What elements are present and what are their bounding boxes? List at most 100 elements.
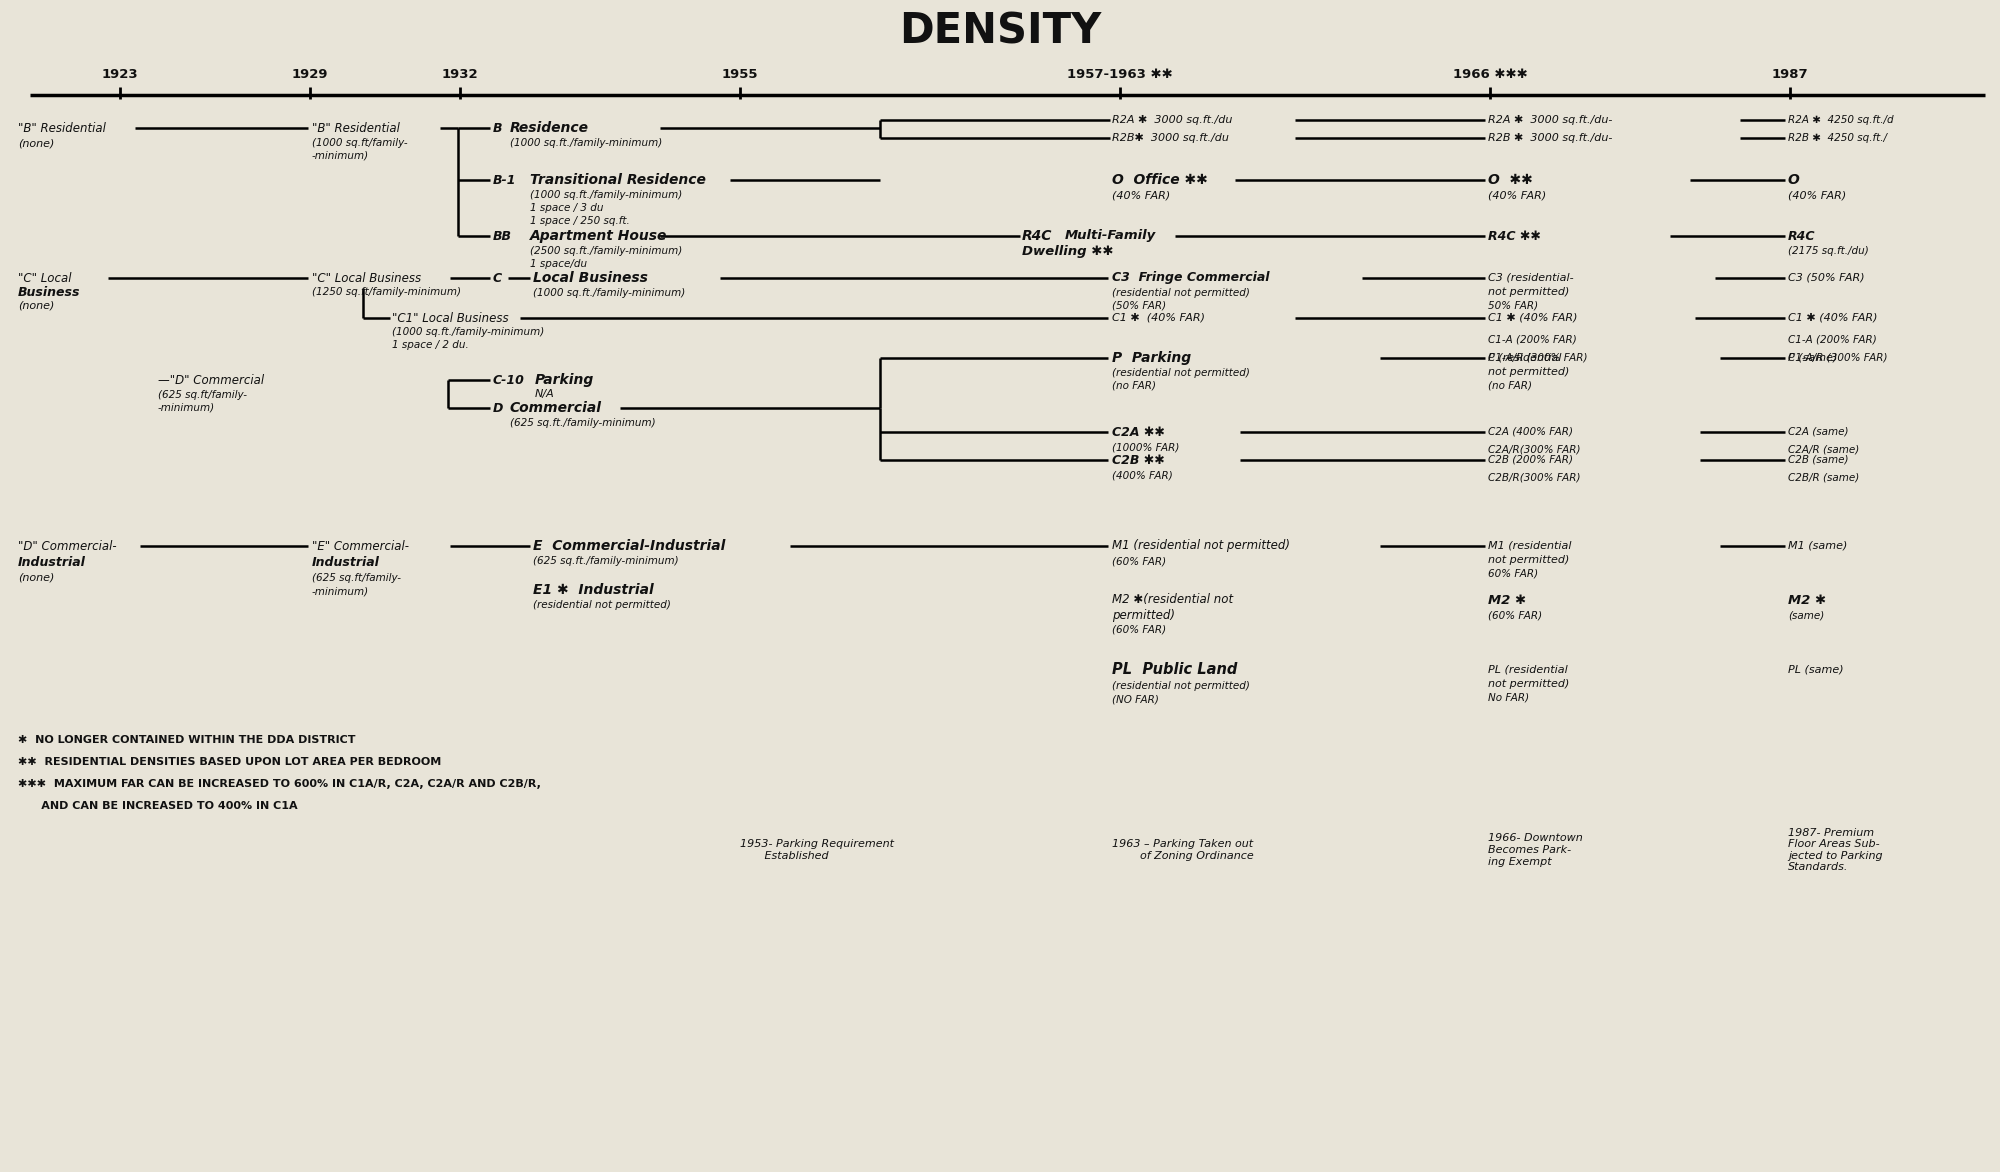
Text: DENSITY: DENSITY <box>898 11 1102 53</box>
Text: R4C ✱✱: R4C ✱✱ <box>1488 230 1540 243</box>
Text: PL  Public Land: PL Public Land <box>1112 662 1238 677</box>
Text: Commercial: Commercial <box>510 401 602 415</box>
Text: C2A/R(300% FAR): C2A/R(300% FAR) <box>1488 445 1580 455</box>
Text: -minimum): -minimum) <box>158 403 216 413</box>
Text: 1957-1963 ✱✱: 1957-1963 ✱✱ <box>1068 68 1172 81</box>
Text: Residence: Residence <box>510 121 588 135</box>
Text: not permitted): not permitted) <box>1488 287 1570 297</box>
Text: "C1" Local Business: "C1" Local Business <box>392 312 508 325</box>
Text: (no FAR): (no FAR) <box>1488 380 1532 390</box>
Text: N/A: N/A <box>536 389 554 398</box>
Text: 60% FAR): 60% FAR) <box>1488 568 1538 579</box>
Text: C1-A/R (300% FAR): C1-A/R (300% FAR) <box>1788 353 1888 363</box>
Text: (60% FAR): (60% FAR) <box>1112 625 1166 635</box>
Text: (2175 sq.ft./du): (2175 sq.ft./du) <box>1788 246 1868 255</box>
Text: R4C: R4C <box>1788 230 1816 243</box>
Text: -minimum): -minimum) <box>312 150 370 161</box>
Text: B: B <box>492 122 502 135</box>
Text: 1987: 1987 <box>1772 68 1808 81</box>
Text: P (residential: P (residential <box>1488 353 1562 363</box>
Text: 1 space / 250 sq.ft.: 1 space / 250 sq.ft. <box>530 216 630 226</box>
Text: (40% FAR): (40% FAR) <box>1488 190 1546 200</box>
Text: (NO FAR): (NO FAR) <box>1112 695 1158 706</box>
Text: -minimum): -minimum) <box>312 587 370 597</box>
Text: M1 (same): M1 (same) <box>1788 541 1848 551</box>
Text: 1963 – Parking Taken out
        of Zoning Ordinance: 1963 – Parking Taken out of Zoning Ordin… <box>1112 839 1254 860</box>
Text: C1 ✱  (40% FAR): C1 ✱ (40% FAR) <box>1112 313 1204 323</box>
Text: PL (same): PL (same) <box>1788 665 1844 675</box>
Text: C1 ✱ (40% FAR): C1 ✱ (40% FAR) <box>1788 313 1878 323</box>
Text: (1250 sq.ft/family-minimum): (1250 sq.ft/family-minimum) <box>312 287 460 297</box>
Text: O  Office ✱✱: O Office ✱✱ <box>1112 173 1208 188</box>
Text: No FAR): No FAR) <box>1488 693 1530 703</box>
Text: 1 space / 2 du.: 1 space / 2 du. <box>392 340 468 350</box>
Text: Apartment House: Apartment House <box>530 229 668 243</box>
Text: (50% FAR): (50% FAR) <box>1112 301 1166 311</box>
Text: C2B ✱✱: C2B ✱✱ <box>1112 454 1164 466</box>
Text: permitted): permitted) <box>1112 608 1176 621</box>
Text: (none): (none) <box>18 301 54 311</box>
Text: O  ✱✱: O ✱✱ <box>1488 173 1532 188</box>
Text: "D" Commercial-: "D" Commercial- <box>18 539 116 552</box>
Text: (residential not permitted): (residential not permitted) <box>1112 368 1250 379</box>
Text: M1 (residential not permitted): M1 (residential not permitted) <box>1112 539 1290 552</box>
Text: (1000 sq.ft./family-minimum): (1000 sq.ft./family-minimum) <box>532 288 686 298</box>
Text: (625 sq.ft./family-minimum): (625 sq.ft./family-minimum) <box>510 418 656 428</box>
Text: R4C: R4C <box>1022 229 1052 243</box>
Text: C2A/R (same): C2A/R (same) <box>1788 445 1860 455</box>
Text: C2B/R(300% FAR): C2B/R(300% FAR) <box>1488 473 1580 483</box>
Text: "C" Local: "C" Local <box>18 272 72 285</box>
Text: "B" Residential: "B" Residential <box>312 122 400 135</box>
Text: Multi-Family: Multi-Family <box>1064 230 1156 243</box>
Text: C1-A (200% FAR): C1-A (200% FAR) <box>1488 335 1576 345</box>
Text: (residential not permitted): (residential not permitted) <box>532 600 670 609</box>
Text: 1923: 1923 <box>102 68 138 81</box>
Text: P (same): P (same) <box>1788 353 1838 363</box>
Text: 1953- Parking Requirement
       Established: 1953- Parking Requirement Established <box>740 839 894 860</box>
Text: not permitted): not permitted) <box>1488 556 1570 565</box>
Text: ✱  NO LONGER CONTAINED WITHIN THE DDA DISTRICT: ✱ NO LONGER CONTAINED WITHIN THE DDA DIS… <box>18 735 356 745</box>
Text: D: D <box>492 402 504 415</box>
Text: B-1: B-1 <box>492 173 516 186</box>
Text: Industrial: Industrial <box>312 556 380 568</box>
Text: (60% FAR): (60% FAR) <box>1488 609 1542 620</box>
Text: C3 (50% FAR): C3 (50% FAR) <box>1788 273 1864 282</box>
Text: R2B ✱  4250 sq.ft./: R2B ✱ 4250 sq.ft./ <box>1788 132 1888 143</box>
Text: R2A ✱  3000 sq.ft./du: R2A ✱ 3000 sq.ft./du <box>1112 115 1232 125</box>
Text: P  Parking: P Parking <box>1112 350 1192 364</box>
Text: C2A (same): C2A (same) <box>1788 427 1848 437</box>
Text: Local Business: Local Business <box>532 271 648 285</box>
Text: ✱✱  RESIDENTIAL DENSITIES BASED UPON LOT AREA PER BEDROOM: ✱✱ RESIDENTIAL DENSITIES BASED UPON LOT … <box>18 757 442 766</box>
Text: 50% FAR): 50% FAR) <box>1488 300 1538 311</box>
Text: M2 ✱(residential not: M2 ✱(residential not <box>1112 593 1234 606</box>
Text: (same): (same) <box>1788 609 1824 620</box>
Text: C: C <box>492 272 502 285</box>
Text: 1932: 1932 <box>442 68 478 81</box>
Text: 1987- Premium
Floor Areas Sub-
jected to Parking
Standards.: 1987- Premium Floor Areas Sub- jected to… <box>1788 827 1882 872</box>
Text: "B" Residential: "B" Residential <box>18 122 106 135</box>
Text: 1 space/du: 1 space/du <box>530 259 588 270</box>
Text: R2B ✱  3000 sq.ft./du-: R2B ✱ 3000 sq.ft./du- <box>1488 132 1612 143</box>
Text: Parking: Parking <box>536 373 594 387</box>
Text: (60% FAR): (60% FAR) <box>1112 556 1166 566</box>
Text: Industrial: Industrial <box>18 556 86 568</box>
Text: (625 sq.ft/family-: (625 sq.ft/family- <box>312 573 400 582</box>
Text: (1000 sq.ft./family-minimum): (1000 sq.ft./family-minimum) <box>392 327 544 338</box>
Text: M1 (residential: M1 (residential <box>1488 541 1572 551</box>
Text: (1000 sq.ft/family-: (1000 sq.ft/family- <box>312 138 408 148</box>
Text: 1955: 1955 <box>722 68 758 81</box>
Text: M2 ✱: M2 ✱ <box>1488 593 1526 606</box>
Text: C2B (same): C2B (same) <box>1788 455 1848 465</box>
Text: (residential not permitted): (residential not permitted) <box>1112 681 1250 691</box>
Text: O: O <box>1788 173 1800 188</box>
Text: (625 sq.ft/family-: (625 sq.ft/family- <box>158 390 248 400</box>
Text: (no FAR): (no FAR) <box>1112 381 1156 391</box>
Text: (40% FAR): (40% FAR) <box>1112 190 1170 200</box>
Text: (2500 sq.ft./family-minimum): (2500 sq.ft./family-minimum) <box>530 246 682 255</box>
Text: M2 ✱: M2 ✱ <box>1788 593 1826 606</box>
Text: C-10: C-10 <box>492 374 524 387</box>
Text: C2B (200% FAR): C2B (200% FAR) <box>1488 455 1572 465</box>
Text: AND CAN BE INCREASED TO 400% IN C1A: AND CAN BE INCREASED TO 400% IN C1A <box>18 800 298 811</box>
Text: (400% FAR): (400% FAR) <box>1112 470 1172 481</box>
Text: (1000 sq.ft./family-minimum): (1000 sq.ft./family-minimum) <box>510 138 662 148</box>
